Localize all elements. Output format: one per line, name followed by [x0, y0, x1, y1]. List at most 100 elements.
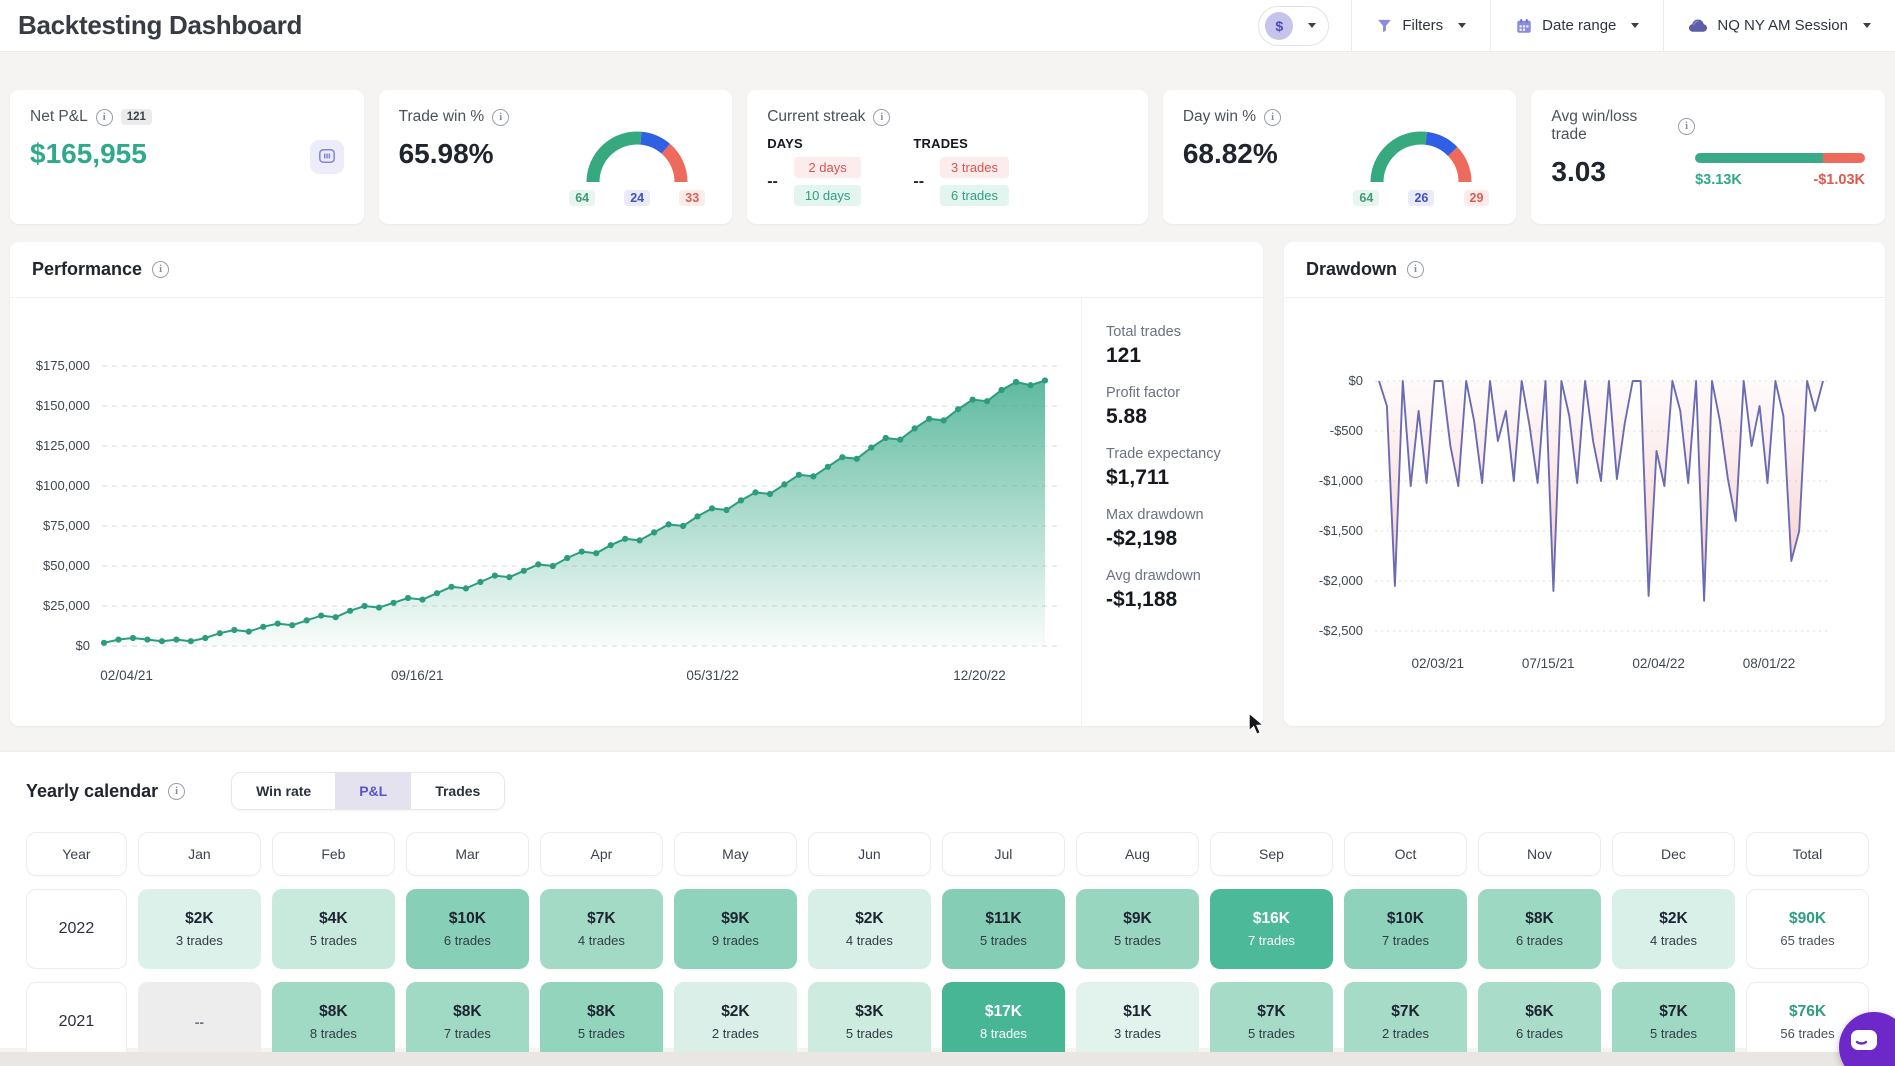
performance-stats-column: Total trades 121 Profit factor 5.88 Trade ex… [1081, 298, 1263, 726]
calendar-month-cell[interactable]: $2K 3 trades [137, 889, 261, 969]
svg-text:$150,000: $150,000 [36, 398, 90, 413]
calendar-column-header: Jul [941, 832, 1065, 876]
calendar-icon [1515, 17, 1533, 35]
trade-win-gauge: 64 24 33 [562, 110, 712, 206]
info-icon[interactable] [168, 782, 186, 800]
calendar-month-cell[interactable]: $8K 5 trades [539, 982, 663, 1062]
drawdown-chart: $0 -$500 -$1,000 -$1,500 -$2,000 -$2,500 02/03… [1319, 373, 1831, 671]
date-range-dropdown[interactable]: Date range [1490, 0, 1663, 51]
info-icon[interactable] [1264, 108, 1282, 126]
tab-trades[interactable]: Trades [411, 773, 505, 809]
info-icon[interactable] [1678, 117, 1696, 135]
gauge-labels: 64 26 29 [1353, 190, 1490, 206]
journal-button[interactable] [309, 140, 344, 174]
yearly-calendar-title: Yearly calendar [26, 780, 159, 801]
performance-title: Performance [32, 259, 143, 279]
calendar-column-header: May [673, 832, 797, 876]
year-label: 2021 [58, 1013, 95, 1030]
calendar-month-cell[interactable]: $9K 5 trades [1075, 889, 1199, 969]
calendar-month-cell[interactable]: $2K 4 trades [1611, 889, 1735, 969]
month-pnl: $7K [1257, 1003, 1286, 1020]
calendar-month-cell[interactable]: $11K 5 trades [941, 889, 1065, 969]
month-trades: 3 trades [1113, 1026, 1161, 1041]
filters-dropdown[interactable]: Filters [1351, 0, 1490, 51]
svg-text:08/01/22: 08/01/22 [1743, 656, 1796, 671]
calendar-column-header: Feb [271, 832, 395, 876]
month-trades: 5 trades [1113, 933, 1161, 948]
calendar-month-cell[interactable]: $10K 7 trades [1343, 889, 1467, 969]
calendar-month-cell[interactable]: $7K 5 trades [1611, 982, 1735, 1062]
month-pnl: $2K [855, 910, 884, 927]
info-icon[interactable] [1407, 261, 1425, 278]
calendar-grid: Year Jan Feb Mar Apr May Jun Jul Aug Sep Oct Nov Dec… [26, 832, 1869, 1062]
month-pnl: $8K [453, 1003, 482, 1020]
total-pnl: $90K [1788, 910, 1827, 927]
calendar-month-cell[interactable]: $4K 5 trades [271, 889, 395, 969]
stat-label: Max drawdown [1106, 507, 1204, 523]
calendar-month-cell[interactable]: $7K 4 trades [539, 889, 663, 969]
info-icon[interactable] [152, 261, 170, 278]
drawdown-chart-area: $0 -$500 -$1,000 -$1,500 -$2,000 -$2,500 02/03… [1284, 298, 1885, 709]
info-icon[interactable] [492, 108, 510, 126]
session-dropdown[interactable]: NQ NY AM Session [1663, 0, 1895, 51]
gauge-value: 64 [569, 190, 596, 206]
svg-text:-$1,500: -$1,500 [1319, 523, 1363, 538]
trades-win-streak: 6 trades [940, 185, 1010, 206]
month-trades: 6 trades [443, 933, 491, 948]
calendar-month-cell[interactable]: $16K 7 trades [1209, 889, 1333, 969]
avg-loss-amount: -$1.03K [1813, 171, 1865, 188]
stat-value: $1,711 [1106, 466, 1170, 489]
month-pnl: $2K [185, 910, 214, 927]
calendar-month-cell[interactable]: $8K 6 trades [1477, 889, 1601, 969]
net-pnl-value: $165,955 [30, 138, 147, 169]
month-pnl: -- [194, 1014, 205, 1030]
calendar-month-cell[interactable]: $17K 8 trades [941, 982, 1065, 1062]
month-pnl: $3K [855, 1003, 884, 1020]
calendar-month-cell[interactable]: $6K 6 trades [1477, 982, 1601, 1062]
calendar-month-cell[interactable]: $10K 6 trades [405, 889, 529, 969]
calendar-month-cell[interactable]: $2K 4 trades [807, 889, 931, 969]
info-icon[interactable] [873, 108, 891, 126]
currency-wrap: $ [1236, 0, 1351, 51]
month-trades: 2 trades [711, 1026, 759, 1041]
month-pnl: $10K [1386, 910, 1424, 927]
avg-win-loss-bar-group: $3.13K -$1.03K [1695, 152, 1865, 188]
avg-win-amount: $3.13K [1695, 171, 1742, 188]
month-pnl: $6K [1525, 1003, 1554, 1020]
calendar-column-header: Sep [1209, 832, 1333, 876]
chevron-down-icon [1308, 23, 1317, 28]
calendar-month-cell[interactable]: -- [137, 982, 261, 1062]
tab-pnl[interactable]: P&L [335, 773, 412, 809]
month-trades: 4 trades [577, 933, 625, 948]
performance-stat: Profit factor 5.88 [1106, 385, 1263, 429]
month-trades: 8 trades [979, 1026, 1027, 1041]
chevron-down-icon [1863, 23, 1871, 28]
calendar-month-cell[interactable]: $7K 5 trades [1209, 982, 1333, 1062]
calendar-month-cell[interactable]: $8K 7 trades [405, 982, 529, 1062]
calendar-month-cell[interactable]: $9K 9 trades [673, 889, 797, 969]
session-icon [1688, 17, 1708, 35]
info-icon[interactable] [95, 108, 113, 126]
calendar-year-cell: 2021 [26, 982, 127, 1062]
month-pnl: $8K [1525, 910, 1554, 927]
currency-selector[interactable]: $ [1258, 5, 1330, 46]
gauge-arc [586, 131, 688, 183]
svg-text:-$2,000: -$2,000 [1319, 573, 1363, 588]
svg-text:$75,000: $75,000 [43, 518, 90, 533]
calendar-month-cell[interactable]: $2K 2 trades [673, 982, 797, 1062]
calendar-month-cell[interactable]: $7K 2 trades [1343, 982, 1467, 1062]
stat-value: -$1,188 [1106, 588, 1178, 611]
performance-chart: $175,000 $150,000 $125,000 $100,000 $75,000 $… [36, 358, 1059, 683]
total-trades: 65 trades [1780, 933, 1835, 948]
month-pnl: $11K [985, 910, 1022, 927]
stat-label: Trade expectancy [1106, 446, 1221, 462]
month-pnl: $17K [984, 1003, 1022, 1020]
calendar-month-cell[interactable]: $1K 3 trades [1075, 982, 1199, 1062]
tab-win-rate[interactable]: Win rate [232, 773, 336, 809]
calendar-month-cell[interactable]: $8K 8 trades [271, 982, 395, 1062]
session-label: NQ NY AM Session [1717, 17, 1848, 34]
calendar-month-cell[interactable]: $3K 5 trades [807, 982, 931, 1062]
top-bar: Backtesting Dashboard $ Filters D [0, 0, 1895, 52]
svg-text:09/16/21: 09/16/21 [391, 668, 444, 683]
calendar-column-header: Jan [137, 832, 261, 876]
